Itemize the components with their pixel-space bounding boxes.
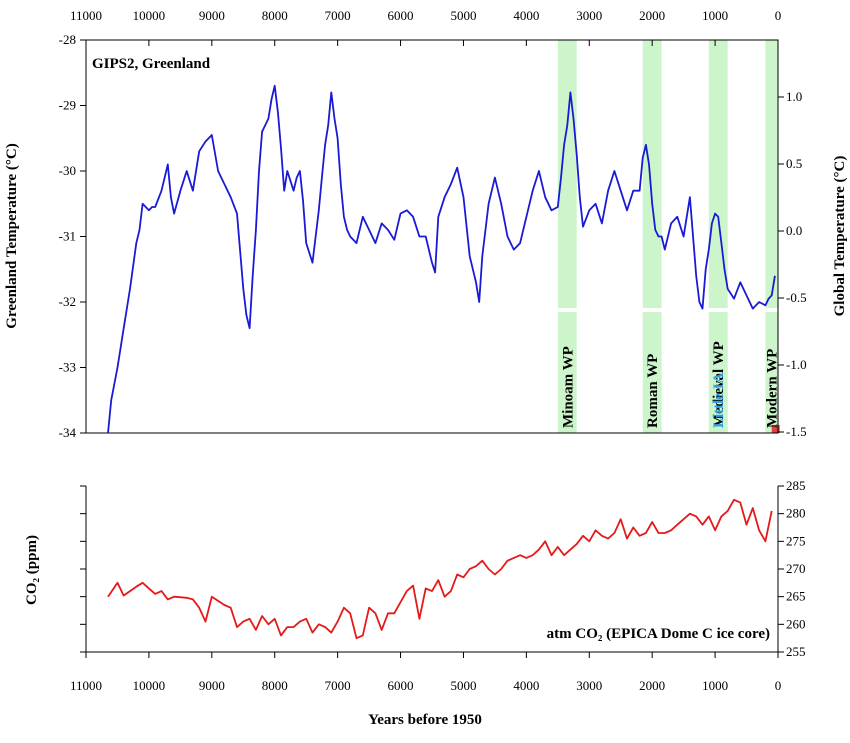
x-tick-label: 9000	[199, 8, 225, 23]
x-tick-label: 2000	[639, 8, 665, 23]
x-tick-label: 3000	[576, 8, 602, 23]
right-y-tick-label: 1.0	[786, 89, 802, 104]
warm-period-band	[642, 312, 662, 433]
right-y-tick-label: 0.5	[786, 156, 802, 171]
right-y-tick-label: -1.0	[786, 357, 807, 372]
y-tick-label: -32	[59, 294, 76, 309]
y-tick-label: -28	[59, 32, 76, 47]
co2-right-tick-label: 275	[786, 533, 806, 548]
x-tick-label: 1000	[702, 8, 728, 23]
y-axis-title: Greenland Temperature (°C)	[4, 143, 20, 328]
right-y-tick-label: -1.5	[786, 424, 807, 439]
co2-x-tick-label: 5000	[450, 678, 476, 693]
co2-x-tick-label: 6000	[388, 678, 414, 693]
co2-x-tick-label: 11000	[70, 678, 102, 693]
co2-x-tick-label: 1000	[702, 678, 728, 693]
warm-period-label: Roman WP	[645, 354, 661, 428]
co2-x-tick-label: 8000	[262, 678, 288, 693]
co2-x-tick-label: 9000	[199, 678, 225, 693]
warm-period-band	[642, 40, 662, 308]
co2-line	[107, 498, 773, 640]
co2-panel-label: atm CO₂ (EPICA Dome C ice core)	[547, 626, 770, 642]
x-axis-title: Years before 1950	[368, 712, 482, 728]
y-tick-label: -33	[59, 360, 76, 375]
co2-x-tick-label: 7000	[325, 678, 351, 693]
panel-label: GIPS2, Greenland	[92, 56, 211, 72]
co2-x-tick-label: 3000	[576, 678, 602, 693]
plot-frame	[85, 39, 779, 434]
x-tick-label: 0	[775, 8, 782, 23]
modern-marker	[771, 425, 780, 433]
co2-x-tick-label: 2000	[639, 678, 665, 693]
co2-x-tick-label: 4000	[513, 678, 539, 693]
y-tick-label: -34	[59, 425, 77, 440]
co2-y-axis-title: CO₂ (ppm)	[24, 535, 40, 605]
co2-right-tick-label: 265	[786, 589, 806, 604]
temperature-line	[107, 84, 776, 434]
warm-period-band	[765, 40, 778, 308]
co2-right-tick-label: 260	[786, 616, 806, 631]
x-tick-label: 10000	[133, 8, 166, 23]
x-tick-label: 11000	[70, 8, 102, 23]
warm-period-label: Modern WP	[765, 349, 781, 428]
y-tick-label: -30	[59, 163, 76, 178]
temperature-panel: 11000 10000 9000 8000 7000 6000 5000 4000 3000 20…	[4, 8, 848, 440]
x-tick-label: 4000	[513, 8, 539, 23]
co2-right-tick-label: 285	[786, 478, 806, 493]
warm-period-label: Minoam WP	[560, 346, 576, 428]
right-y-tick-label: -0.5	[786, 290, 807, 305]
warm-period-label: Medieval WP	[711, 341, 727, 428]
warm-period-band	[557, 312, 577, 433]
right-y-tick-label: 0.0	[786, 223, 802, 238]
warm-period-band	[765, 312, 778, 433]
warm-period-band	[708, 312, 728, 433]
y-tick-label: -29	[59, 98, 76, 113]
co2-right-tick-label: 280	[786, 506, 806, 521]
x-tick-label: 7000	[325, 8, 351, 23]
x-tick-label: 8000	[262, 8, 288, 23]
co2-right-tick-label: 255	[786, 644, 806, 659]
co2-x-tick-label: 0	[775, 678, 782, 693]
right-y-axis-title: Global Temperature (°C)	[832, 156, 848, 317]
warm-period-band	[708, 40, 728, 308]
co2-right-tick-label: 270	[786, 561, 806, 576]
little-ia-label: Little IA	[711, 372, 727, 428]
x-tick-label: 6000	[388, 8, 414, 23]
y-tick-label: -31	[59, 229, 76, 244]
co2-x-tick-label: 10000	[133, 678, 166, 693]
x-tick-label: 5000	[450, 8, 476, 23]
